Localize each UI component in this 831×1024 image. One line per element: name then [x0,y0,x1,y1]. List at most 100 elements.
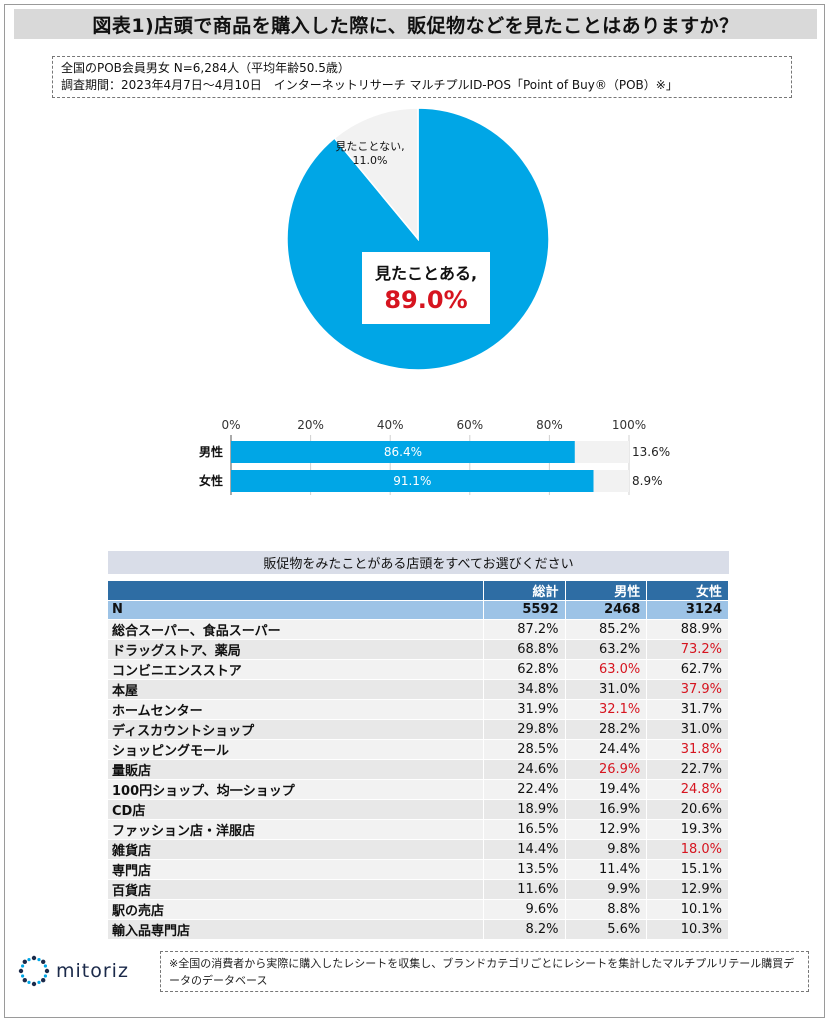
cell-female: 19.3% [646,819,729,840]
row-label: 専門店 [108,859,484,880]
cell-total: 31.9% [483,699,566,720]
pie-label-seen: 見たことある, 89.0% [362,252,490,324]
cell-total: 8.2% [483,919,566,940]
row-label: 百貨店 [108,879,484,900]
cell-female: 31.7% [646,699,729,720]
table-header-row: 総計 男性 女性 [108,581,729,601]
bar-data-label: 91.1% [393,474,431,488]
cell-female: 73.2% [646,639,729,660]
cell-male: 9.8% [565,839,648,860]
cell-total: 68.8% [483,639,566,660]
footnote: ※全国の消費者から実際に購入したレシートを収集し、ブランドカテゴリごとにレシート… [160,951,809,992]
cell-female: 62.7% [646,659,729,680]
cell-male: 28.2% [565,719,648,740]
table-row: 百貨店 11.6% 9.9% 12.9% [108,879,729,900]
n-label: N [108,600,484,620]
table-n-row: N 5592 2468 3124 [108,600,729,620]
figure-frame [4,4,825,1018]
cell-male: 9.9% [565,879,648,900]
bar-data-label: 86.4% [384,445,422,459]
cell-total: 22.4% [483,779,566,800]
cell-male: 19.4% [565,779,648,800]
table-row: ディスカウントショップ 29.8% 28.2% 31.0% [108,719,729,740]
cell-total: 11.6% [483,879,566,900]
cell-male: 12.9% [565,819,648,840]
pie-label-not-seen-value: 11.0% [352,154,388,167]
cell-female: 22.7% [646,759,729,780]
cell-total: 34.8% [483,679,566,700]
cell-male: 16.9% [565,799,648,820]
table-row: 総合スーパー、食品スーパー 87.2% 85.2% 88.9% [108,619,729,640]
bar-seen [231,441,575,463]
mitoriz-logo: mitoriz [18,955,129,987]
cell-female: 15.1% [646,859,729,880]
x-tick-label: 100% [612,418,646,432]
table-header-total: 総計 [483,581,566,601]
table-row: CD店 18.9% 16.9% 20.6% [108,799,729,820]
table-row: 量販店 24.6% 26.9% 22.7% [108,759,729,780]
table-row: ドラッグストア、薬局 68.8% 63.2% 73.2% [108,639,729,660]
table-row: 駅の売店 9.6% 8.8% 10.1% [108,899,729,920]
cell-male: 85.2% [565,619,648,640]
x-tick-label: 60% [456,418,483,432]
n-female: 3124 [646,600,729,620]
mitoriz-logo-icon [18,955,50,987]
cell-total: 62.8% [483,659,566,680]
table-row: ファッション店・洋服店 16.5% 12.9% 19.3% [108,819,729,840]
table-row: 本屋 34.8% 31.0% 37.9% [108,679,729,700]
bar-seen [231,470,594,492]
row-label: ホームセンター [108,699,484,720]
bar-data-label: 13.6% [632,445,670,459]
cell-total: 16.5% [483,819,566,840]
cell-male: 8.8% [565,899,648,920]
x-tick-label: 40% [377,418,404,432]
bar-data-label: 8.9% [632,474,663,488]
n-male: 2468 [565,600,648,620]
cell-female: 31.0% [646,719,729,740]
table-header-male: 男性 [565,581,648,601]
cell-female: 37.9% [646,679,729,700]
table-row: ショッピングモール 28.5% 24.4% 31.8% [108,739,729,760]
cell-total: 14.4% [483,839,566,860]
row-label: 100円ショップ、均一ショップ [108,779,484,800]
cell-female: 10.3% [646,919,729,940]
cell-total: 29.8% [483,719,566,740]
cell-total: 24.6% [483,759,566,780]
row-label: 本屋 [108,679,484,700]
cell-female: 18.0% [646,839,729,860]
cell-male: 63.0% [565,659,648,680]
row-label: 雑貨店 [108,839,484,860]
table-header-female: 女性 [646,581,729,601]
pie-label-not-seen-text: 見たことない, [335,140,405,153]
cell-total: 13.5% [483,859,566,880]
cell-female: 31.8% [646,739,729,760]
cell-male: 32.1% [565,699,648,720]
row-label: CD店 [108,799,484,820]
bar-category-label: 女性 [199,473,223,488]
cell-male: 26.9% [565,759,648,780]
cell-male: 24.4% [565,739,648,760]
bar-not-seen [574,441,629,463]
survey-info-line-1: 全国のPOB会員男女 N=6,284人（平均年齢50.5歳） [61,61,350,75]
cell-male: 63.2% [565,639,648,660]
x-tick-label: 0% [221,418,240,432]
cell-total: 87.2% [483,619,566,640]
table-title: 販促物をみたことがある店頭をすべてお選びください [108,551,729,574]
row-label: ショッピングモール [108,739,484,760]
bar-category-label: 男性 [199,444,223,459]
table-row: コンビニエンスストア 62.8% 63.0% 62.7% [108,659,729,680]
figure-title: 図表1)店頭で商品を購入した際に、販促物などを見たことはありますか？ [14,9,817,39]
cell-male: 11.4% [565,859,648,880]
x-tick-label: 20% [297,418,324,432]
bar-not-seen [593,470,629,492]
cell-female: 24.8% [646,779,729,800]
n-total: 5592 [483,600,566,620]
table-header-blank [108,581,484,601]
row-label: ファッション店・洋服店 [108,819,484,840]
pie-label-seen-value: 89.0% [384,286,468,314]
row-label: 輸入品専門店 [108,919,484,940]
mitoriz-logo-text: mitoriz [56,960,129,982]
cell-male: 5.6% [565,919,648,940]
cell-female: 10.1% [646,899,729,920]
